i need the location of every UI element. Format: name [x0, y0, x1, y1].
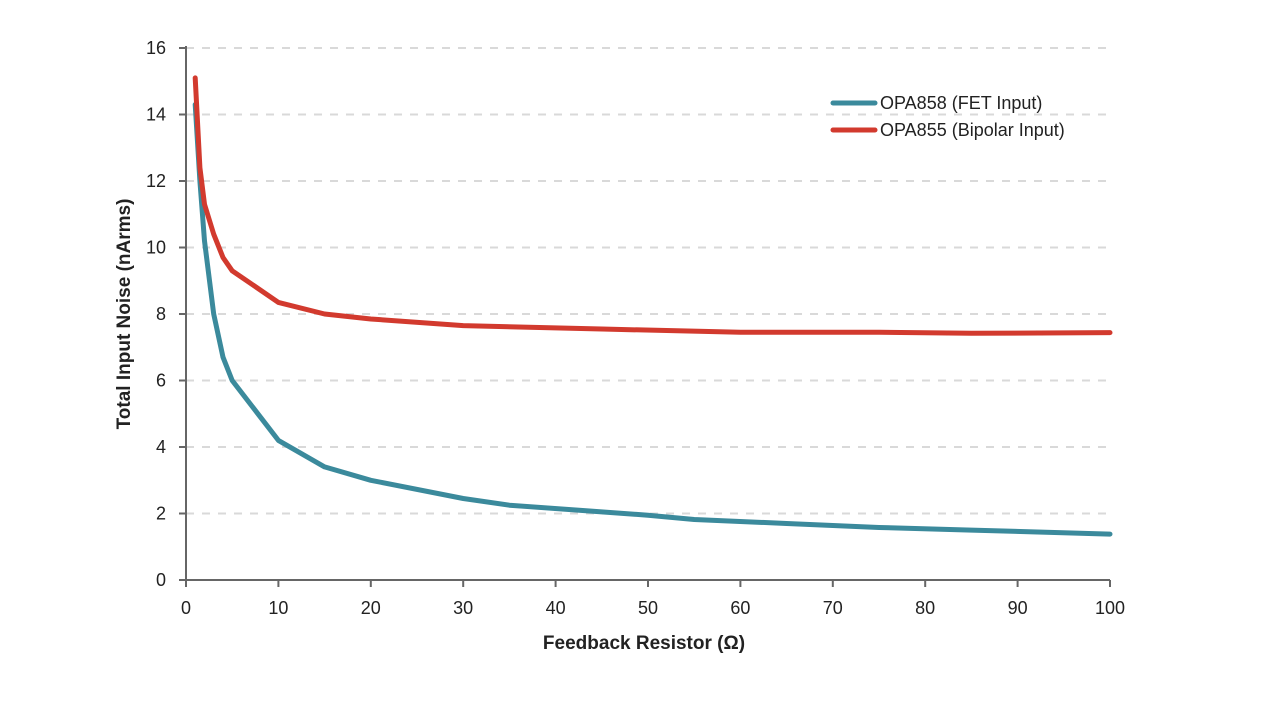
y-tick-label: 14: [146, 105, 166, 125]
x-tick-label: 100: [1095, 598, 1125, 618]
legend-label: OPA855 (Bipolar Input): [880, 120, 1065, 140]
x-axis-ticks: 0 10 20 30 40 50 60 70 80 90 100: [181, 580, 1125, 618]
x-tick-label: 0: [181, 598, 191, 618]
x-tick-label: 10: [268, 598, 288, 618]
x-tick-label: 20: [361, 598, 381, 618]
y-tick-label: 12: [146, 171, 166, 191]
x-tick-label: 60: [730, 598, 750, 618]
x-tick-label: 80: [915, 598, 935, 618]
x-tick-label: 90: [1008, 598, 1028, 618]
y-tick-label: 2: [156, 504, 166, 524]
y-tick-label: 6: [156, 371, 166, 391]
x-tick-label: 40: [546, 598, 566, 618]
series-line-opa855: [192, 75, 1113, 336]
series-line-opa858: [192, 102, 1113, 537]
x-tick-label: 70: [823, 598, 843, 618]
y-axis-title: Total Input Noise (nArms): [114, 199, 135, 430]
y-tick-label: 4: [156, 437, 166, 457]
series-lines: [192, 75, 1113, 537]
gridlines: [186, 47, 1110, 515]
x-tick-label: 50: [638, 598, 658, 618]
x-axis-title: Feedback Resistor (Ω): [543, 633, 745, 654]
y-tick-label: 0: [156, 570, 166, 590]
y-axis-ticks: 0 2 4 6 8 10 12 14 16: [146, 38, 186, 590]
legend-label: OPA858 (FET Input): [880, 93, 1042, 113]
y-tick-label: 8: [156, 304, 166, 324]
y-tick-label: 16: [146, 38, 166, 58]
y-tick-label: 10: [146, 238, 166, 258]
legend: OPA858 (FET Input) OPA855 (Bipolar Input): [830, 93, 1065, 140]
x-tick-label: 30: [453, 598, 473, 618]
